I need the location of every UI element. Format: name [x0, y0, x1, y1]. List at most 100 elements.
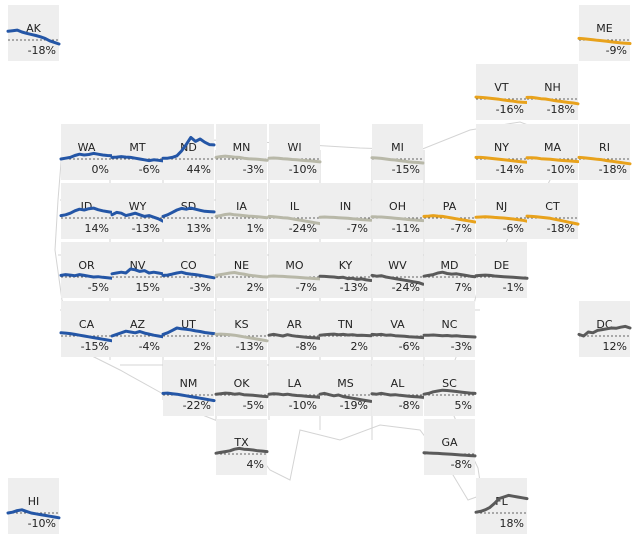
sparkline-la [267, 392, 322, 399]
percent-change-label: 14% [85, 222, 109, 235]
percent-change-label: -15% [392, 163, 420, 176]
percent-change-label: -18% [547, 222, 575, 235]
state-tile-ma: MA -10% [525, 124, 580, 180]
sparkline-pa [422, 214, 477, 224]
sparkline-ar [267, 332, 322, 340]
state-tile-ak: AK -18% [6, 5, 61, 61]
percent-change-label: -13% [236, 340, 264, 353]
percent-change-label: -7% [451, 222, 472, 235]
state-tile-wi: WI -10% [267, 124, 322, 180]
sparkline-fl [474, 493, 529, 514]
tile-background [269, 301, 320, 357]
percent-change-label: -6% [139, 163, 160, 176]
percent-change-label: -19% [340, 399, 368, 412]
percent-change-label: 44% [187, 163, 211, 176]
state-tile-la: LA -10% [267, 360, 322, 416]
tile-background [112, 124, 163, 180]
state-abbr: SC [442, 377, 457, 390]
sparkline-nv [110, 267, 165, 276]
tile-background [527, 124, 578, 180]
tile-background [216, 183, 267, 239]
percent-change-label: -15% [81, 340, 109, 353]
tile-background [372, 183, 423, 239]
sparkline-al [370, 391, 425, 399]
state-tile-de: DE -1% [474, 242, 529, 298]
state-abbr: AK [26, 22, 42, 35]
tile-background [372, 124, 423, 180]
state-abbr: IA [236, 200, 247, 213]
tile-background [424, 419, 475, 475]
tile-background [372, 360, 423, 416]
percent-change-label: -4% [139, 340, 160, 353]
sparkline-nh [525, 95, 580, 106]
percent-change-label: 2% [247, 281, 264, 294]
state-abbr: WI [287, 141, 301, 154]
tile-background [372, 242, 423, 298]
percent-change-label: -8% [296, 340, 317, 353]
state-abbr: MS [337, 377, 353, 390]
tile-background [216, 124, 267, 180]
tile-background [61, 124, 112, 180]
state-abbr: AZ [130, 318, 146, 331]
sparkline-de [474, 273, 529, 280]
state-tile-wv: WV -24% [370, 242, 425, 298]
tile-background [372, 301, 423, 357]
percent-change-label: -8% [451, 458, 472, 471]
sparkline-az [110, 329, 165, 339]
state-abbr: VA [390, 318, 405, 331]
tile-background [163, 124, 214, 180]
state-abbr: WV [388, 259, 407, 272]
sparkline-me [577, 36, 632, 45]
sparkline-vt [474, 95, 529, 104]
state-tile-ne: NE 2% [214, 242, 269, 298]
tile-background [8, 478, 59, 534]
sparkline-ok [214, 391, 269, 399]
state-abbr: TN [337, 318, 353, 331]
state-abbr: KS [234, 318, 248, 331]
state-abbr: MI [391, 141, 404, 154]
tile-background [216, 301, 267, 357]
sparkline-ri [577, 155, 632, 166]
state-tile-ut: UT2% [161, 301, 216, 357]
state-abbr: OK [234, 377, 251, 390]
percent-change-label: -1% [503, 281, 524, 294]
tile-background [61, 301, 112, 357]
tile-background [269, 242, 320, 298]
tile-background [8, 5, 59, 61]
sparkline-mi [370, 156, 425, 165]
tile-background [527, 183, 578, 239]
sparkline-tn [318, 332, 373, 338]
percent-change-label: -6% [503, 222, 524, 235]
state-tile-ok: OK -5% [214, 360, 269, 416]
state-tile-id: ID 14% [59, 183, 114, 239]
state-tile-vt: VT -16% [474, 64, 529, 120]
state-tile-ms: MS -19% [318, 360, 373, 416]
tile-background [424, 360, 475, 416]
state-abbr: CO [180, 259, 197, 272]
tile-background [424, 301, 475, 357]
sparkline-wv [370, 273, 425, 286]
state-abbr: SD [181, 200, 196, 213]
tile-background [579, 5, 630, 61]
state-tile-az: AZ -4% [110, 301, 165, 357]
state-abbr: NJ [496, 200, 507, 213]
sparkline-ak [6, 28, 61, 46]
sparkline-ky [318, 274, 373, 282]
tile-background [216, 419, 267, 475]
percent-change-label: 2% [351, 340, 368, 353]
percent-change-label: -18% [28, 44, 56, 57]
sparkline-wi [267, 156, 322, 164]
tile-background [216, 242, 267, 298]
percent-change-label: -10% [28, 517, 56, 530]
state-abbr: OR [78, 259, 95, 272]
state-abbr: NC [442, 318, 458, 331]
percent-change-label: -11% [392, 222, 420, 235]
sparkline-ks [214, 332, 269, 343]
percent-change-label: 0% [92, 163, 109, 176]
percent-change-label: -9% [606, 44, 627, 57]
sparkline-hi [6, 508, 61, 520]
tile-background [424, 242, 475, 298]
percent-change-label: -5% [88, 281, 109, 294]
state-abbr: AL [391, 377, 406, 390]
percent-change-label: -8% [399, 399, 420, 412]
